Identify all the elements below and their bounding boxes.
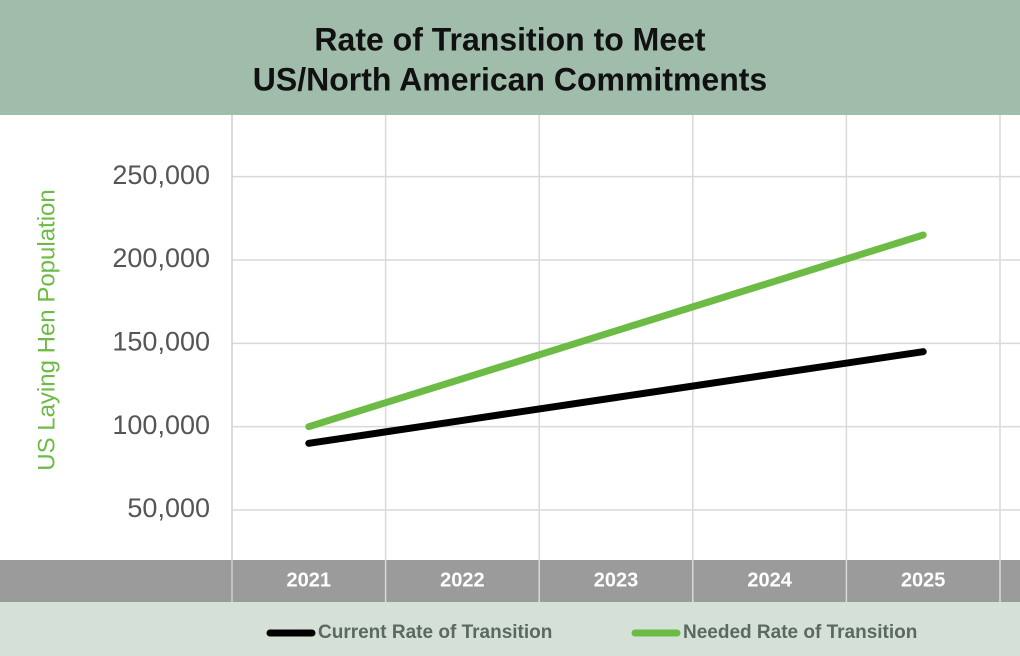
- y-tick-label: 250,000: [112, 160, 210, 190]
- series-line: [305, 348, 927, 447]
- legend-label: Current Rate of Transition: [318, 622, 552, 643]
- title-band: [0, 0, 1020, 115]
- legend-band: [0, 602, 1020, 656]
- y-tick-label: 150,000: [112, 326, 210, 356]
- chart-title: US/North American Commitments: [253, 61, 767, 97]
- chart-title: Rate of Transition to Meet: [314, 21, 705, 57]
- x-tick-label: 2024: [747, 569, 792, 591]
- x-tick-label: 2025: [901, 569, 946, 591]
- y-tick-label: 100,000: [112, 410, 210, 440]
- series-line: [305, 231, 927, 431]
- legend-label: Needed Rate of Transition: [683, 622, 917, 643]
- y-axis-label: US Laying Hen Population: [33, 189, 60, 471]
- x-tick-label: 2021: [287, 569, 332, 591]
- x-tick-label: 2022: [440, 569, 485, 591]
- x-tick-label: 2023: [594, 569, 639, 591]
- y-tick-label: 200,000: [112, 243, 210, 273]
- y-tick-label: 50,000: [127, 493, 210, 523]
- x-axis-band: [0, 560, 1020, 602]
